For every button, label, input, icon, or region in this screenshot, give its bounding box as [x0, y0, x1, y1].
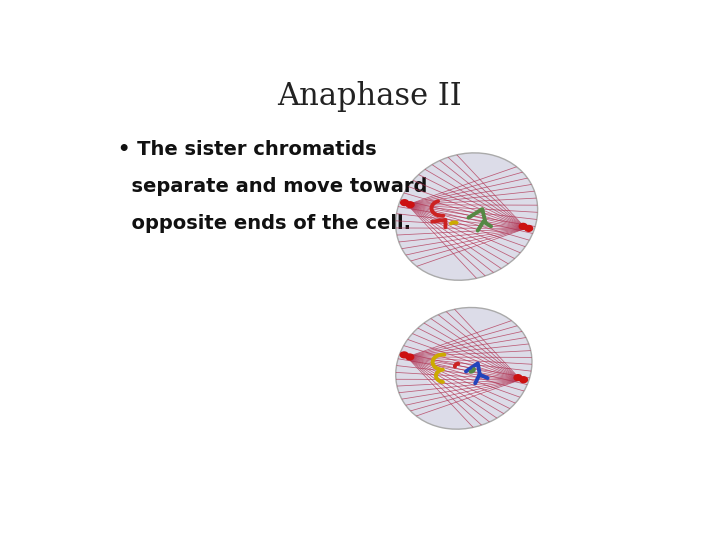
Circle shape — [520, 377, 528, 383]
Circle shape — [400, 352, 408, 358]
Circle shape — [514, 375, 522, 381]
Ellipse shape — [425, 354, 498, 397]
Circle shape — [406, 354, 413, 360]
Circle shape — [519, 224, 527, 230]
Text: • The sister chromatids: • The sister chromatids — [118, 140, 377, 159]
Ellipse shape — [396, 153, 538, 280]
Text: Anaphase II: Anaphase II — [276, 82, 462, 112]
Circle shape — [525, 226, 533, 231]
Circle shape — [406, 202, 414, 208]
Text: opposite ends of the cell.: opposite ends of the cell. — [118, 214, 411, 233]
Ellipse shape — [426, 201, 502, 247]
Circle shape — [400, 200, 408, 206]
Text: separate and move toward: separate and move toward — [118, 177, 427, 196]
Ellipse shape — [396, 307, 532, 429]
